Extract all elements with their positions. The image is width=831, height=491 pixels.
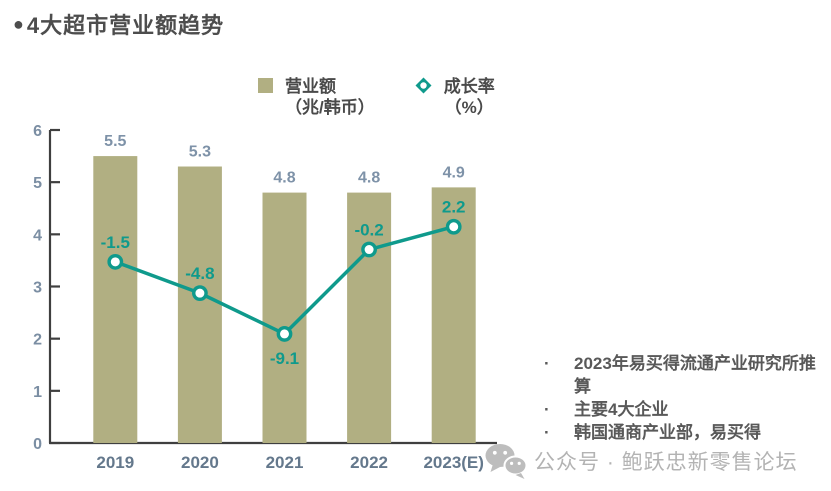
wechat-icon [485,444,528,479]
bullet-dot: · [544,354,550,373]
x-category-label: 2021 [266,453,304,472]
x-category-label: 2023(E) [423,453,483,472]
y-tick-label: 2 [33,332,42,349]
bullet-dot: · [544,423,550,442]
bar-2020 [177,166,222,443]
growth-value-label: -0.2 [354,221,383,240]
y-tick-label: 0 [33,436,42,453]
bar-value-label: 5.5 [104,133,126,150]
growth-point-2022 [361,241,377,258]
note-text: 2023年易买得流通产业研究所推算 [574,354,816,396]
watermark-text: 公众号 · 鲍跃忠新零售论坛 [534,451,798,474]
revenue-swatch-icon [258,78,273,93]
growth-point-2020 [191,285,208,302]
x-category-label: 2022 [350,453,388,472]
note-text: 韩国通商产业部，易买得 [574,423,761,442]
y-tick-label: 3 [33,280,42,297]
growth-point-2021 [276,326,293,342]
legend-growth-label: 成长率 [443,77,495,96]
legend-revenue-label: 营业额 [285,77,336,96]
bar-value-label: 5.3 [189,144,211,161]
page-title: ● 4大超市营业额趋势 [13,8,224,40]
y-tick-label: 5 [33,175,42,192]
page-title-text: 4大超市营业额趋势 [26,13,225,38]
note-item: · 2023年易买得流通产业研究所推算 [538,352,830,398]
legend-revenue-unit: （兆/韩币） [285,98,375,117]
growth-point-2023(E) [445,218,462,235]
growth-marker-icon [415,77,432,94]
legend-revenue-text: 营业额 （兆/韩币） [285,76,375,118]
growth-value-label: -1.5 [101,233,130,252]
growth-value-label: 2.2 [442,198,466,217]
bullet-dot: · [544,400,550,419]
bar-value-label: 4.8 [358,170,380,187]
bar-2022 [347,192,392,443]
title-bullet-icon: ● [13,14,25,34]
y-tick-label: 4 [33,227,42,244]
growth-point-2019 [107,253,124,270]
bar-value-label: 4.8 [273,170,295,187]
x-category-label: 2020 [181,453,219,472]
legend-item-revenue: 营业额 （兆/韩币） [258,76,375,118]
x-category-label: 2019 [96,453,134,472]
bar-value-label: 4.9 [443,164,465,181]
growth-value-label: -9.1 [270,349,299,368]
y-tick-label: 1 [33,384,42,401]
legend-growth-unit: （%） [444,98,494,117]
growth-value-label: -4.8 [185,264,214,283]
note-text: 主要4大企业 [574,400,669,419]
y-tick-label: 6 [33,123,42,140]
note-item: · 韩国通商产业部，易买得 [538,421,830,444]
legend-growth-text: 成长率 （%） [444,76,495,118]
legend-item-growth: 成长率 （%） [415,76,495,118]
source-notes: · 2023年易买得流通产业研究所推算 · 主要4大企业 · 韩国通商产业部，易… [538,352,830,444]
note-item: · 主要4大企业 [538,398,830,421]
watermark: 公众号 · 鲍跃忠新零售论坛 [484,442,798,480]
chart-legend: 营业额 （兆/韩币） 成长率 （%） [258,76,495,118]
bar-2019 [93,156,138,444]
